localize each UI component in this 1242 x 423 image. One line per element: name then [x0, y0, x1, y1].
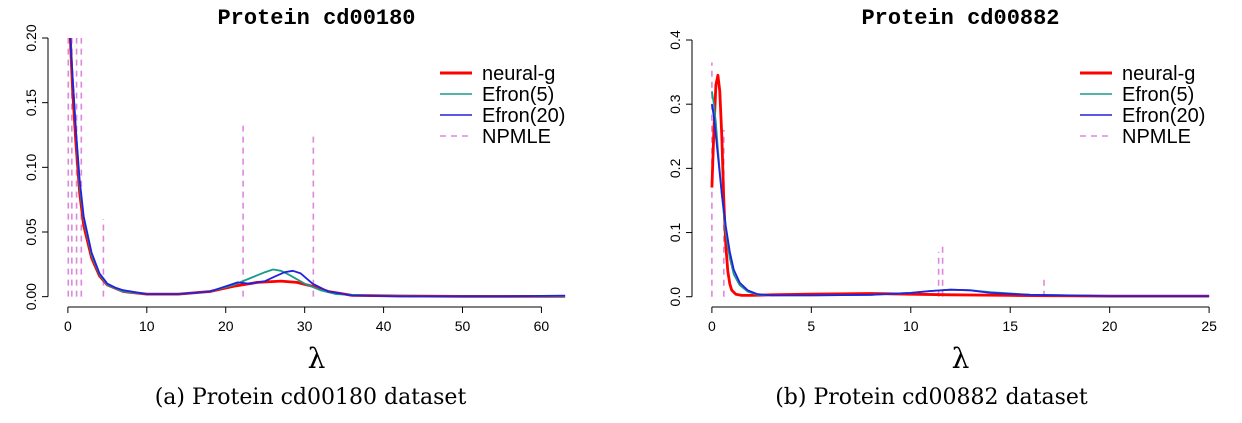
x-tick-label: 20 — [218, 318, 234, 334]
x-tick-label: 10 — [903, 318, 919, 334]
y-tick-label: 0.2 — [667, 158, 683, 178]
y-tick-label: 0.10 — [23, 153, 39, 180]
y-tick-label: 0.20 — [23, 24, 39, 51]
x-tick-label: 0 — [708, 318, 716, 334]
caption-b: (b) Protein cd00882 dataset — [775, 385, 1088, 410]
y-tick-label: 0.00 — [23, 283, 39, 310]
x-tick-label: 20 — [1102, 318, 1118, 334]
chart-a-svg: Protein cd00180 0 10 20 30 40 50 60 0.00 0.05 0.10… — [23, 6, 566, 375]
y-tick-label: 0.4 — [667, 30, 683, 50]
x-tick-label: 30 — [297, 318, 313, 334]
chart-title: Protein cd00882 — [861, 6, 1059, 31]
legend-label-efron-5: Efron(5) — [1122, 84, 1194, 106]
x-tick-label: 60 — [534, 318, 550, 334]
chart-title: Protein cd00180 — [217, 6, 415, 31]
plot-area — [710, 62, 1210, 298]
x-axis-label: λ — [952, 342, 970, 375]
caption-a: (a) Protein cd00180 dataset — [154, 385, 467, 410]
legend-label-npmle: NPMLE — [482, 126, 551, 148]
series-line-efron-20 — [69, 38, 566, 298]
x-tick-label: 5 — [807, 318, 815, 334]
legend-label-efron-20: Efron(20) — [482, 105, 565, 127]
legend-label-neural-g: neural-g — [482, 63, 555, 85]
x-axis-label: λ — [308, 342, 326, 375]
chart-panel-a: Protein cd00180 0 10 20 30 40 50 60 0.00 0.05 0.10… — [23, 6, 566, 410]
y-tick-label: 0.05 — [23, 218, 39, 245]
chart-panel-b: Protein cd00882 0 5 10 15 20 25 0.0 0.1 0.2 0.3 0.4… — [621, 0, 1242, 423]
plot-area — [67, 38, 566, 298]
x-tick-label: 15 — [1002, 318, 1018, 334]
y-tick-label: 0.15 — [23, 89, 39, 116]
legend-label-efron-5: Efron(5) — [482, 84, 554, 106]
legend-label-efron-20: Efron(20) — [1122, 105, 1205, 127]
series-line-neural-g — [710, 73, 1210, 298]
x-tick-label: 0 — [64, 318, 72, 334]
legend-label-npmle: NPMLE — [1122, 126, 1191, 148]
y-tick-label: 0.1 — [667, 223, 683, 243]
y-tick-label: 0.0 — [667, 287, 683, 307]
x-tick-label: 50 — [455, 318, 471, 334]
series-line-efron-20 — [711, 104, 1210, 297]
legend-label-neural-g: neural-g — [1122, 63, 1195, 85]
chart-b-svg: Protein cd00882 0 5 10 15 20 25 0.0 0.1 0.2 0.3 0.4… — [667, 6, 1217, 375]
x-tick-label: 25 — [1201, 318, 1217, 334]
y-tick-label: 0.3 — [667, 94, 683, 114]
x-tick-label: 10 — [139, 318, 155, 334]
x-tick-label: 40 — [376, 318, 392, 334]
